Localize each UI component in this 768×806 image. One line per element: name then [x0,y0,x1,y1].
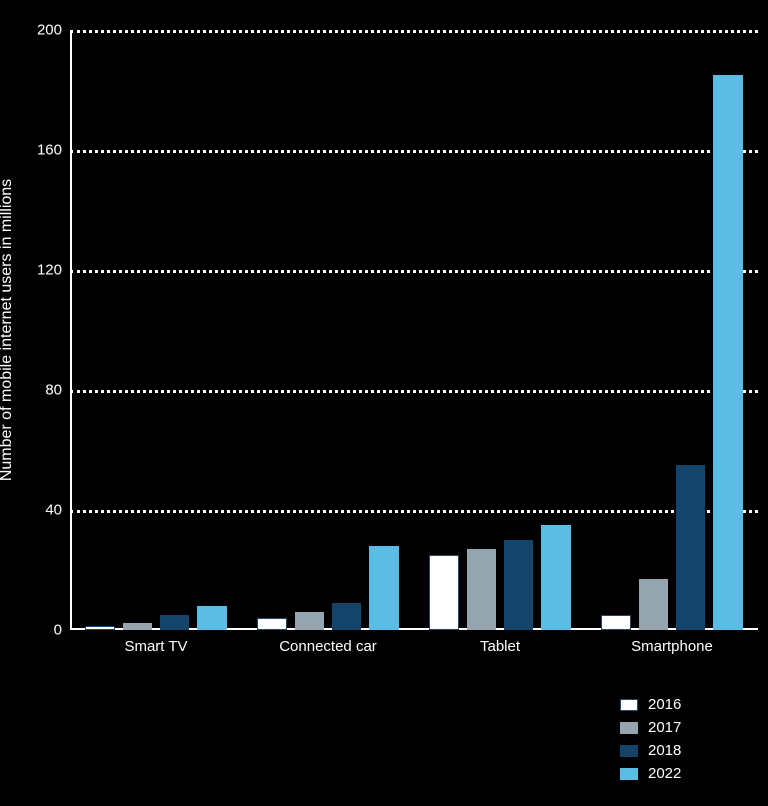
legend-swatch [620,745,638,757]
y-tick-label: 160 [37,142,70,159]
legend: 2016 2017 2018 2022 [620,696,681,788]
bar [429,555,459,630]
bar [676,465,706,630]
group-label: Tablet [480,630,520,655]
bar [257,618,287,630]
bar [123,623,153,631]
bar [639,579,669,630]
group-label: Smartphone [631,630,713,655]
bar [332,603,362,630]
group-label: Smart TV [124,630,187,655]
bar [369,546,399,630]
bar [601,615,631,630]
legend-label: 2016 [648,696,681,713]
legend-item: 2017 [620,719,681,736]
y-axis-line [70,30,72,630]
legend-item: 2016 [620,696,681,713]
bar [85,626,115,631]
legend-label: 2018 [648,742,681,759]
y-axis-label: Number of mobile internet users in milli… [0,179,16,481]
bar [541,525,571,630]
bar [504,540,534,630]
y-tick-label: 40 [45,502,70,519]
gridline [70,30,758,33]
legend-item: 2022 [620,765,681,782]
bar [160,615,190,630]
legend-swatch [620,768,638,780]
legend-item: 2018 [620,742,681,759]
gridline [70,150,758,153]
bar [197,606,227,630]
legend-swatch [620,722,638,734]
y-tick-label: 80 [45,382,70,399]
legend-swatch [620,699,638,711]
group-label: Connected car [279,630,377,655]
y-tick-label: 0 [54,622,70,639]
bar [467,549,497,630]
y-tick-label: 200 [37,22,70,39]
y-tick-label: 120 [37,262,70,279]
legend-label: 2017 [648,719,681,736]
bar [295,612,325,630]
bar [713,75,743,630]
gridline [70,270,758,273]
plot-area: 04080120160200Smart TVConnected carTable… [70,30,758,630]
gridline [70,510,758,513]
legend-label: 2022 [648,765,681,782]
chart-stage: Number of mobile internet users in milli… [0,0,768,806]
gridline [70,390,758,393]
